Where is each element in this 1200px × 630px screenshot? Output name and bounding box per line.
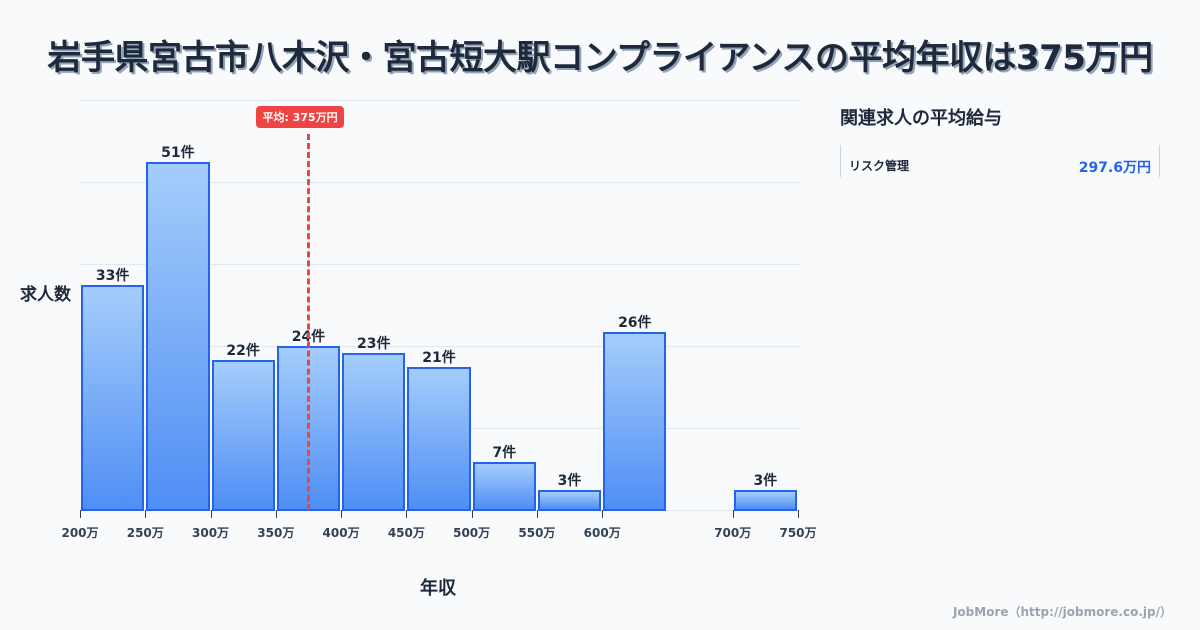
average-badge: 平均: 375万円	[256, 106, 344, 128]
x-tick	[210, 510, 212, 518]
gridline	[80, 264, 801, 265]
x-tick-label: 500万	[453, 526, 491, 540]
bar-value-label: 23件	[356, 335, 391, 352]
x-tick-label: 700万	[714, 526, 752, 540]
x-tick-label: 400万	[322, 526, 360, 540]
x-tick-label: 350万	[257, 526, 295, 540]
related-job-item[interactable]: リスク管理 297.6万円	[840, 145, 1160, 177]
x-tick	[732, 510, 734, 518]
histogram-chart: 求人数 年収 33件 51件 22件 24件 23件 21件 7件 3件 26件 3件 200万 25…	[20, 100, 817, 599]
histogram-bar[interactable]	[342, 352, 406, 511]
bar-value-label: 3件	[557, 472, 582, 489]
x-tick	[80, 510, 81, 518]
x-tick	[471, 510, 473, 518]
y-axis-title: 求人数	[20, 285, 71, 305]
x-tick	[406, 510, 408, 518]
related-job-salary: 297.6万円	[1078, 160, 1151, 176]
bar-value-label: 33件	[95, 267, 130, 284]
bar-value-label: 22件	[226, 342, 260, 359]
gridline	[80, 182, 801, 183]
x-tick	[275, 510, 277, 518]
histogram-bar[interactable]	[733, 489, 797, 511]
histogram-bar[interactable]	[472, 462, 536, 511]
related-job-name: リスク管理	[849, 159, 910, 173]
x-tick-label: 450万	[387, 526, 425, 540]
x-tick-label: 300万	[192, 526, 230, 540]
gridline	[80, 100, 801, 101]
x-tick-label: 200万	[61, 526, 99, 540]
x-tick-label: 600万	[583, 526, 621, 540]
related-salary-title: 関連求人の平均給与	[840, 108, 1002, 129]
histogram-bar[interactable]	[146, 161, 210, 511]
histogram-bar[interactable]	[407, 366, 471, 511]
histogram-bar[interactable]	[81, 284, 145, 511]
bar-value-label: 26件	[618, 315, 652, 332]
histogram-bar[interactable]	[603, 332, 667, 511]
x-tick	[536, 510, 538, 518]
bar-value-label: 21件	[422, 349, 456, 366]
histogram-bar[interactable]	[537, 489, 602, 511]
histogram-bar[interactable]	[211, 359, 275, 511]
average-line	[306, 134, 310, 510]
x-tick-label: 750万	[779, 526, 817, 540]
bar-value-label: 51件	[161, 144, 195, 161]
x-tick-label: 250万	[126, 526, 164, 540]
bar-value-label: 7件	[492, 445, 517, 462]
x-tick	[145, 510, 147, 518]
x-tick	[341, 510, 343, 518]
bar-value-label: 3件	[753, 472, 778, 489]
x-axis-title: 年収	[420, 578, 456, 599]
page-title: 岩手県宮古市八木沢・宮古短大駅コンプライアンスの平均年収は375万円	[47, 38, 1153, 78]
x-tick	[798, 510, 799, 518]
x-tick-label: 550万	[518, 526, 556, 540]
x-tick	[602, 510, 604, 518]
footer-credit: JobMore（http://jobmore.co.jp/）	[952, 605, 1172, 619]
gridline	[80, 346, 801, 347]
